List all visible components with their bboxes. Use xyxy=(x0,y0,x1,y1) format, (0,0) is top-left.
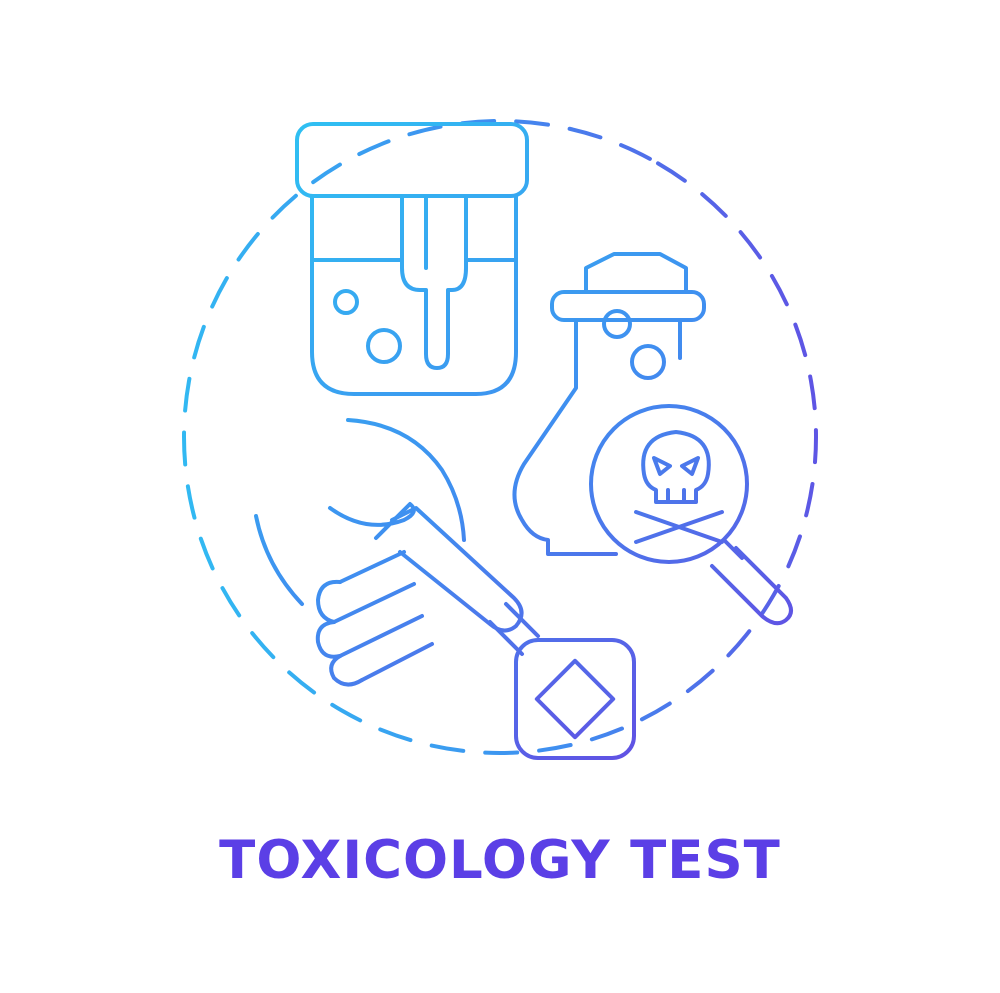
hand-icon xyxy=(254,418,524,687)
urine-sample-cup-icon xyxy=(295,122,529,396)
magnifying-glass-icon xyxy=(589,404,793,626)
dashed-circle-frame xyxy=(181,118,818,755)
test-strip-icon xyxy=(488,602,636,760)
skull-crossbones-icon xyxy=(634,430,724,544)
poison-flask-icon xyxy=(512,252,706,556)
caption-title: TOXICOLOGY TEST xyxy=(219,830,781,891)
